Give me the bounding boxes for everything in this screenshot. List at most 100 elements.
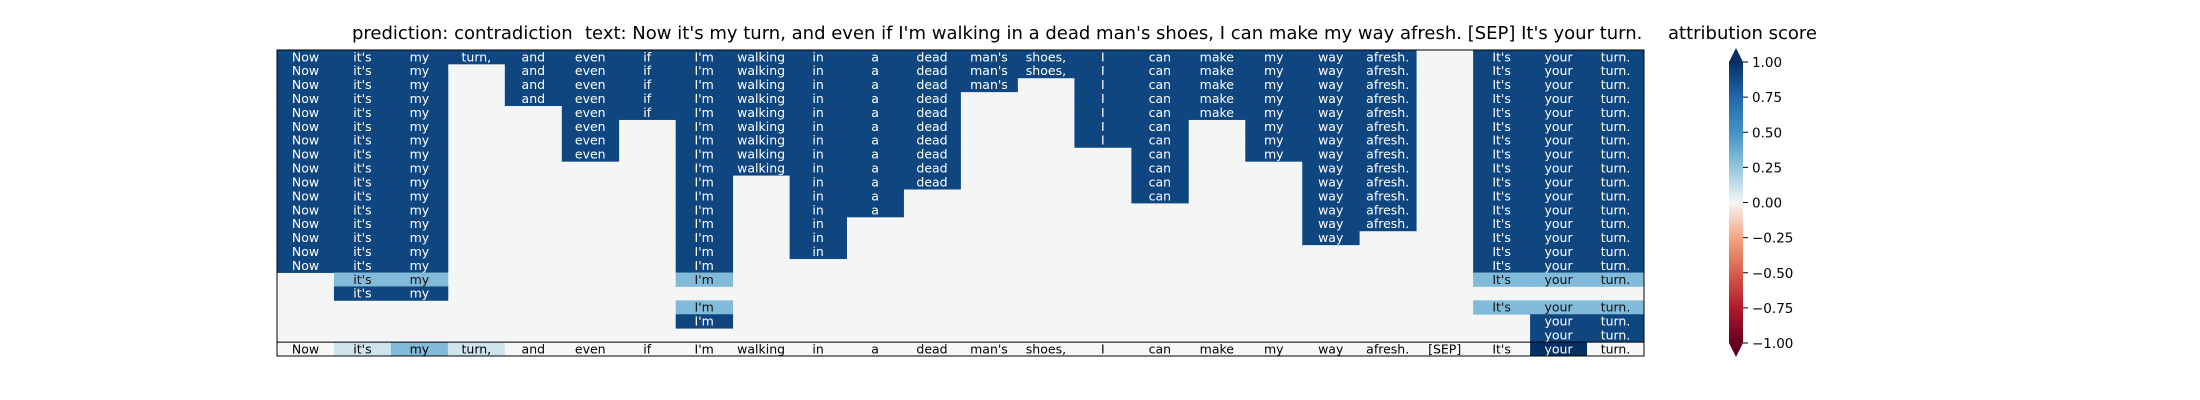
cell-token-label: it's <box>353 105 371 120</box>
heatmap-cell <box>333 244 392 260</box>
cell-token-label: I <box>1101 91 1105 106</box>
cell-token-label: walking <box>737 161 785 176</box>
heatmap-cell <box>390 258 449 273</box>
heatmap-cell <box>675 216 734 232</box>
cell-token-label: It's <box>1492 49 1511 64</box>
cell-token-label: my <box>410 147 430 162</box>
token-label: walking <box>737 341 785 356</box>
cell-token-label: turn. <box>1601 77 1631 92</box>
heatmap-cell <box>1530 147 1588 162</box>
token-baseline-cell <box>618 342 677 357</box>
token-label: even <box>575 341 606 356</box>
heatmap-cell <box>561 50 620 65</box>
cell-token-label: It's <box>1492 272 1511 287</box>
cell-token-label: walking <box>737 63 785 78</box>
cell-token-label: Now <box>292 161 319 176</box>
heatmap-cell <box>333 272 392 287</box>
heatmap-cell <box>675 77 734 93</box>
heatmap-cell <box>1473 189 1531 204</box>
cell-token-label: it's <box>353 49 371 64</box>
heatmap-cell <box>1473 300 1531 315</box>
cell-token-label: my <box>410 119 430 134</box>
heatmap-cell <box>504 77 563 93</box>
heatmap-cell <box>390 272 449 287</box>
heatmap-cell <box>333 286 392 301</box>
cell-token-label: can <box>1149 105 1171 120</box>
cell-token-label: a <box>871 133 879 148</box>
heatmap-cell <box>1017 50 1075 65</box>
heatmap-cell <box>675 244 734 260</box>
heatmap-cell <box>504 50 563 65</box>
cell-token-label: a <box>871 91 879 106</box>
cell-token-label: I'm <box>695 133 714 148</box>
colorbar-body <box>1729 62 1743 343</box>
cell-token-label: I'm <box>695 91 714 106</box>
cell-token-label: your <box>1545 91 1574 106</box>
cell-token-label: it's <box>353 147 371 162</box>
heatmap-cell <box>1587 230 1645 246</box>
heatmap-cell <box>1359 119 1417 134</box>
heatmap-cell <box>277 258 335 273</box>
cell-token-label: your <box>1545 63 1574 78</box>
heatmap-cell <box>1473 147 1531 162</box>
heatmap-cell <box>390 161 449 176</box>
heatmap-cell <box>277 230 335 246</box>
heatmap-cell <box>903 147 961 162</box>
heatmap-cell <box>333 105 392 120</box>
cell-token-label: if <box>643 105 651 120</box>
token-baseline-cell <box>1188 342 1246 357</box>
heatmap-cell <box>1359 203 1417 218</box>
cell-token-label: I'm <box>695 230 714 245</box>
heatmap-cell <box>277 175 335 190</box>
heatmap-cell <box>846 119 904 134</box>
heatmap-cell <box>277 63 335 79</box>
cell-token-label: man's <box>970 63 1008 78</box>
heatmap-cell <box>618 77 677 93</box>
cell-token-label: I'm <box>695 174 714 189</box>
heatmap-cell <box>1074 77 1132 93</box>
cell-token-label: your <box>1545 327 1574 342</box>
cell-token-label: shoes, <box>1026 63 1066 78</box>
cell-token-label: I'm <box>695 314 714 329</box>
cell-token-label: my <box>410 174 430 189</box>
heatmap-cell <box>1530 189 1588 204</box>
heatmap-cell <box>390 50 449 65</box>
cell-token-label: dead <box>916 49 947 64</box>
cell-token-label: Now <box>292 230 319 245</box>
cell-token-label: turn. <box>1601 314 1631 329</box>
cell-token-label: it's <box>353 216 371 231</box>
heatmap-cell <box>1359 105 1417 120</box>
cell-token-label: I'm <box>695 77 714 92</box>
heatmap-cell <box>390 119 449 134</box>
cell-token-label: turn. <box>1601 49 1631 64</box>
cell-token-label: way <box>1318 105 1344 120</box>
heatmap-cell <box>1131 175 1189 190</box>
heatmap-cell <box>390 147 449 162</box>
cell-token-label: a <box>871 202 879 217</box>
cell-token-label: Now <box>292 216 319 231</box>
cell-token-label: way <box>1318 147 1344 162</box>
token-baseline-cell <box>1587 342 1645 357</box>
heatmap-cell <box>675 147 734 162</box>
heatmap-cell <box>1587 272 1645 287</box>
heatmap-cell <box>333 77 392 93</box>
heatmap-cell <box>561 63 620 79</box>
cell-token-label: turn. <box>1601 202 1631 217</box>
cell-token-label: can <box>1149 63 1171 78</box>
cell-token-label: in <box>812 119 823 134</box>
cell-token-label: It's <box>1492 161 1511 176</box>
cell-token-label: make <box>1200 77 1235 92</box>
heatmap-cell <box>846 133 904 148</box>
cell-token-label: my <box>1264 91 1284 106</box>
cell-token-label: can <box>1149 147 1171 162</box>
cell-token-label: dead <box>916 91 947 106</box>
cell-token-label: afresh. <box>1366 49 1409 64</box>
cell-token-label: turn. <box>1601 272 1631 287</box>
heatmap-cell <box>1530 203 1588 218</box>
heatmap-cell <box>1188 77 1246 93</box>
colorbar-max-extension <box>1729 48 1743 62</box>
heatmap-cell <box>675 175 734 190</box>
cell-token-label: afresh. <box>1366 188 1409 203</box>
heatmap-cell <box>675 63 734 79</box>
cell-token-label: your <box>1545 202 1574 217</box>
